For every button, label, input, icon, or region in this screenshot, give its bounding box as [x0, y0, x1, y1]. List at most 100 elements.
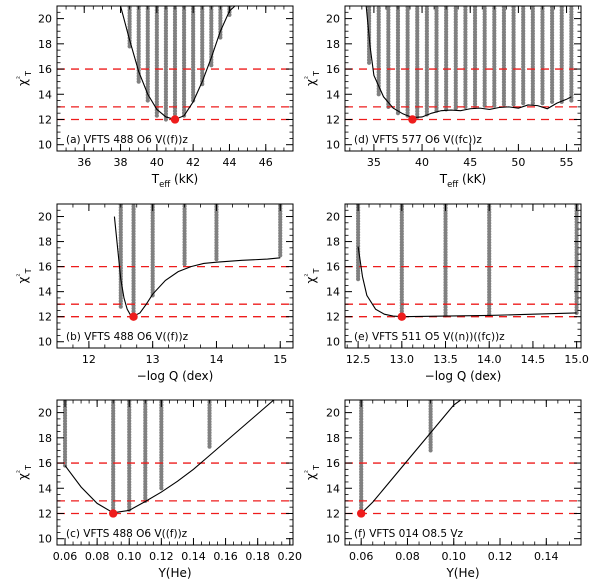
chi2-curve — [357, 246, 577, 318]
x-tick-label: 40 — [150, 156, 164, 169]
x-tick-label: 50 — [511, 156, 525, 169]
x-tick-label: 14.5 — [521, 353, 546, 366]
x-tick-label: 45 — [463, 156, 477, 169]
panel-label: (e) VFTS 511 O5 V((n))((fc))z — [354, 331, 505, 343]
panel-b: 12 13 14 15 10 12 14 16 18 20 χ²T −log Q (dex) (b) V… — [15, 200, 294, 383]
y-tick-label: 10 — [326, 336, 340, 349]
x-tick-label: 0.18 — [245, 550, 270, 563]
y-tick-label: 12 — [326, 311, 340, 324]
panel-label: (c) VFTS 488 O6 V((f))z — [66, 528, 188, 540]
best-fit-point — [397, 312, 407, 321]
y-tick-label: 20 — [38, 407, 52, 420]
x-tick-label: 13.5 — [433, 353, 458, 366]
y-tick-label: 12 — [326, 507, 340, 520]
x-tick-label: 0.14 — [181, 550, 206, 563]
x-tick-label: 0.12 — [488, 550, 513, 563]
plot-area — [57, 1, 293, 122]
y-tick-label: 14 — [326, 482, 340, 495]
panel-label: (f) VFTS 014 O8.5 Vz — [354, 528, 464, 540]
y-tick-label: 12 — [326, 113, 340, 126]
y-axis-label: χ²T — [303, 268, 321, 283]
best-fit-point — [129, 312, 138, 321]
x-axis-label: Teff (kK) — [439, 172, 486, 190]
y-tick-label: 20 — [38, 211, 52, 224]
y-tick-label: 14 — [326, 286, 340, 299]
best-fit-point — [170, 115, 180, 124]
model-point — [200, 2, 204, 6]
y-tick-label: 12 — [38, 507, 52, 520]
y-tick-label: 10 — [38, 533, 52, 546]
x-tick-label: 42 — [186, 156, 200, 169]
y-tick-label: 18 — [38, 236, 52, 249]
plot-area — [345, 400, 581, 516]
y-tick-label: 10 — [326, 139, 340, 152]
x-tick-label: 0.20 — [278, 550, 303, 563]
panel-f: 0.06 0.08 0.10 0.12 0.14 10 12 14 16 18 20 χ²T Y(He)… — [303, 399, 582, 580]
x-tick-label: 0.10 — [441, 550, 466, 563]
model-point — [120, 204, 122, 205]
y-axis-label: χ²T — [15, 71, 33, 86]
y-tick-label: 10 — [38, 139, 52, 152]
model-point — [151, 200, 155, 204]
model-point — [434, 6, 439, 8]
plot-area — [57, 400, 293, 516]
y-tick-label: 12 — [38, 311, 52, 324]
panel-a: 36 38 40 42 44 46 10 12 14 16 18 20 χ²T Teff (kK) (a) … — [15, 1, 294, 190]
model-point — [445, 6, 447, 7]
model-point — [550, 6, 555, 10]
y-tick-label: 10 — [38, 336, 52, 349]
best-fit-point — [108, 509, 118, 518]
x-tick-label: 0.12 — [149, 550, 174, 563]
model-point — [569, 6, 574, 9]
y-tick-label: 18 — [38, 432, 52, 445]
model-point — [424, 6, 429, 9]
y-tick-label: 14 — [38, 286, 52, 299]
y-tick-label: 14 — [326, 88, 340, 101]
model-point — [138, 6, 140, 7]
y-tick-label: 16 — [326, 261, 340, 274]
x-tick-label: 55 — [560, 156, 574, 169]
model-point — [425, 1, 429, 5]
plot-area — [345, 1, 581, 121]
x-tick-label: 15.0 — [564, 353, 589, 366]
axes-frame — [56, 203, 294, 349]
chi2-curve — [64, 400, 275, 514]
axes-frame — [344, 5, 582, 152]
y-tick-label: 20 — [326, 211, 340, 224]
y-axis-label: χ²T — [15, 268, 33, 283]
model-point — [559, 6, 564, 10]
axes-frame — [56, 399, 294, 546]
x-axis-label: −log Q (dex) — [137, 369, 214, 383]
best-fit-point — [357, 509, 366, 518]
x-tick-label: 0.16 — [213, 550, 238, 563]
model-point — [521, 6, 526, 9]
model-point — [501, 6, 507, 10]
x-tick-label: 14 — [209, 353, 223, 366]
x-tick-label: 0.10 — [117, 550, 142, 563]
axes-frame — [344, 203, 582, 349]
chi2-curve — [120, 6, 236, 121]
x-tick-label: 12 — [82, 353, 96, 366]
x-tick-label: 0.06 — [53, 550, 78, 563]
model-point — [146, 1, 150, 5]
plot-area — [345, 204, 581, 319]
panel-d: 35 40 45 50 55 10 12 14 16 18 20 χ²T Teff (kK) (d) VF… — [303, 1, 582, 190]
x-axis-label: −log Q (dex) — [425, 369, 502, 383]
y-axis-label: χ²T — [303, 71, 321, 86]
panel-label: (b) VFTS 488 O6 V((f))z — [66, 331, 189, 343]
x-tick-label: 44 — [222, 156, 236, 169]
y-tick-label: 20 — [326, 13, 340, 26]
x-tick-label: 35 — [367, 156, 381, 169]
y-tick-label: 12 — [38, 113, 52, 126]
axes-frame — [344, 399, 582, 546]
chi2-curve — [113, 216, 281, 317]
model-point — [357, 204, 359, 205]
y-tick-label: 16 — [38, 261, 52, 274]
best-fit-point — [408, 115, 417, 124]
x-tick-label: 0.06 — [349, 550, 374, 563]
y-tick-label: 18 — [326, 236, 340, 249]
y-tick-label: 10 — [326, 533, 340, 546]
x-tick-label: 13.0 — [390, 353, 415, 366]
y-tick-label: 14 — [38, 88, 52, 101]
